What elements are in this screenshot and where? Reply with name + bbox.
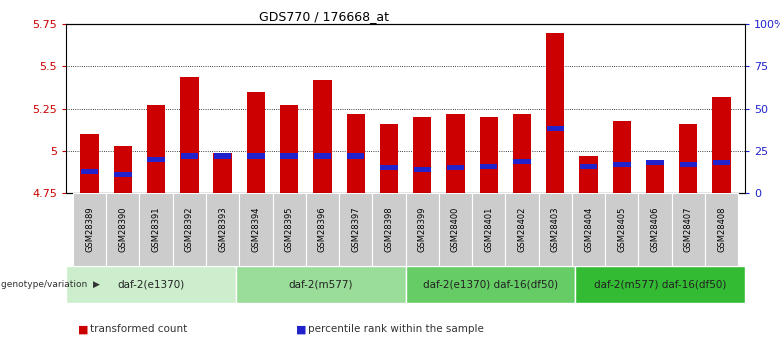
Bar	[612, 120, 631, 193]
Bar	[381, 165, 398, 170]
Text: GSM28395: GSM28395	[285, 207, 294, 252]
Bar	[406, 266, 576, 303]
Bar	[472, 193, 505, 266]
Bar	[306, 193, 339, 266]
Bar	[246, 92, 265, 193]
Bar	[172, 193, 206, 266]
Text: ■: ■	[78, 325, 88, 334]
Text: GSM28403: GSM28403	[551, 207, 560, 252]
Bar	[314, 154, 332, 159]
Bar	[605, 193, 639, 266]
Bar	[181, 154, 198, 159]
Bar	[580, 156, 597, 193]
Text: GSM28398: GSM28398	[385, 207, 393, 252]
Text: GSM28396: GSM28396	[318, 207, 327, 252]
Text: GSM28406: GSM28406	[651, 207, 660, 252]
Bar	[114, 146, 132, 193]
Text: daf-2(m577): daf-2(m577)	[289, 280, 353, 289]
Bar	[347, 154, 364, 159]
Text: daf-2(e1370): daf-2(e1370)	[118, 280, 185, 289]
Bar	[576, 266, 745, 303]
Bar	[272, 193, 306, 266]
Bar	[547, 126, 564, 131]
Bar	[439, 193, 472, 266]
Text: GSM28408: GSM28408	[717, 207, 726, 252]
Text: GSM28405: GSM28405	[617, 207, 626, 252]
Bar	[712, 97, 731, 193]
Bar	[679, 124, 697, 193]
Bar	[539, 193, 572, 266]
Bar	[413, 117, 431, 193]
Text: GSM28397: GSM28397	[351, 207, 360, 252]
Text: GSM28404: GSM28404	[584, 207, 593, 252]
Bar	[513, 159, 530, 164]
Bar	[513, 114, 531, 193]
Text: GSM28391: GSM28391	[151, 207, 161, 252]
Text: transformed count: transformed count	[90, 325, 187, 334]
Text: GSM28389: GSM28389	[85, 207, 94, 252]
Bar	[147, 157, 165, 162]
Bar	[672, 193, 705, 266]
Text: GSM28393: GSM28393	[218, 207, 227, 252]
Bar	[480, 117, 498, 193]
Bar	[236, 266, 406, 303]
Bar	[580, 164, 597, 169]
Text: percentile rank within the sample: percentile rank within the sample	[308, 325, 484, 334]
Text: daf-2(e1370) daf-16(df50): daf-2(e1370) daf-16(df50)	[423, 280, 558, 289]
Bar	[480, 164, 498, 169]
Bar	[679, 162, 697, 167]
Bar	[280, 105, 298, 193]
Bar	[639, 193, 672, 266]
Bar	[447, 165, 464, 170]
Bar	[73, 193, 106, 266]
Bar	[206, 193, 239, 266]
Bar	[247, 154, 264, 159]
Bar	[380, 124, 398, 193]
Bar	[66, 266, 236, 303]
Bar	[147, 105, 165, 193]
Bar	[713, 160, 730, 165]
Bar	[505, 193, 539, 266]
Bar	[546, 32, 565, 193]
Text: GSM28392: GSM28392	[185, 207, 194, 252]
Bar	[180, 77, 199, 193]
Text: GSM28400: GSM28400	[451, 207, 460, 252]
Text: GSM28390: GSM28390	[119, 207, 127, 252]
Text: GSM28407: GSM28407	[684, 207, 693, 252]
Bar	[106, 193, 140, 266]
Bar	[81, 169, 98, 174]
Bar	[572, 193, 605, 266]
Bar	[346, 114, 365, 193]
Bar	[647, 160, 664, 165]
Text: GSM28402: GSM28402	[517, 207, 526, 252]
Bar	[339, 193, 372, 266]
Text: GSM28394: GSM28394	[251, 207, 261, 252]
Bar	[239, 193, 272, 266]
Bar	[281, 154, 298, 159]
Bar	[705, 193, 738, 266]
Bar	[214, 154, 232, 159]
Bar	[646, 163, 665, 193]
Bar	[613, 162, 630, 167]
Text: genotype/variation  ▶: genotype/variation ▶	[1, 280, 100, 289]
Bar	[214, 152, 232, 193]
Bar	[413, 167, 431, 172]
Text: daf-2(m577) daf-16(df50): daf-2(m577) daf-16(df50)	[594, 280, 726, 289]
Text: ■: ■	[296, 325, 307, 334]
Text: GSM28399: GSM28399	[418, 207, 427, 252]
Bar	[140, 193, 172, 266]
Bar	[114, 172, 132, 177]
Bar	[446, 114, 465, 193]
Bar	[372, 193, 406, 266]
Bar	[80, 134, 99, 193]
Title: GDS770 / 176668_at: GDS770 / 176668_at	[259, 10, 389, 23]
Text: GSM28401: GSM28401	[484, 207, 493, 252]
Bar	[406, 193, 439, 266]
Bar	[314, 80, 332, 193]
